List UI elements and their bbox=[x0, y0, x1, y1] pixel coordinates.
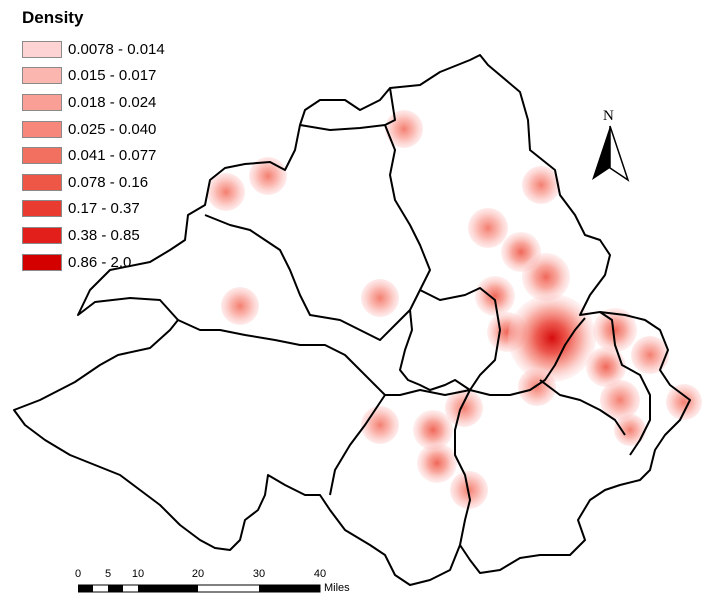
scale-tick-label: 40 bbox=[313, 568, 327, 580]
legend-item: 0.018 - 0.024 bbox=[22, 89, 165, 116]
county-line bbox=[399, 287, 501, 391]
legend-label: 0.078 - 0.16 bbox=[68, 173, 149, 191]
hotspot bbox=[522, 253, 570, 301]
county-line bbox=[599, 311, 651, 456]
hotspot bbox=[600, 380, 640, 420]
legend-item: 0.17 - 0.37 bbox=[22, 196, 165, 223]
legend-label: 0.041 - 0.077 bbox=[68, 147, 157, 165]
hotspot bbox=[614, 414, 646, 446]
legend-label: 0.018 - 0.024 bbox=[68, 93, 157, 111]
legend-swatch bbox=[22, 40, 62, 58]
legend-label: 0.025 - 0.040 bbox=[68, 120, 157, 138]
north-arrow: N bbox=[590, 108, 634, 184]
hotspot bbox=[468, 208, 508, 248]
legend-swatch bbox=[22, 67, 62, 85]
legend-item: 0.078 - 0.16 bbox=[22, 169, 165, 196]
hotspot bbox=[207, 173, 245, 211]
hotspot bbox=[586, 347, 626, 387]
legend-swatch bbox=[22, 173, 62, 191]
legend-item: 0.041 - 0.077 bbox=[22, 142, 165, 169]
legend-label: 0.0078 - 0.014 bbox=[68, 40, 165, 58]
scale-tick-label: 10 bbox=[131, 568, 145, 580]
legend-swatch bbox=[22, 200, 62, 218]
scale-tick-label: 30 bbox=[252, 568, 266, 580]
scale-units: Miles bbox=[324, 582, 350, 594]
legend: Density 0.0078 - 0.014 0.015 - 0.017 0.018… bbox=[22, 8, 165, 275]
hotspot bbox=[413, 410, 453, 450]
legend-swatch bbox=[22, 253, 62, 271]
county-line bbox=[385, 317, 586, 396]
county-line bbox=[177, 319, 386, 496]
scale-tick-label: 5 bbox=[104, 568, 112, 580]
legend-title: Density bbox=[22, 8, 84, 27]
legend-label: 0.17 - 0.37 bbox=[68, 200, 140, 218]
legend-item: 0.38 - 0.85 bbox=[22, 222, 165, 249]
hotspot bbox=[475, 276, 515, 316]
hotspot bbox=[385, 110, 423, 148]
scale-tick-label: 20 bbox=[191, 568, 205, 580]
outer-boundary bbox=[13, 54, 691, 586]
hotspot bbox=[522, 166, 560, 204]
density-hotspots bbox=[207, 110, 702, 509]
hotspot bbox=[593, 308, 637, 352]
hotspot bbox=[508, 294, 596, 382]
hotspot bbox=[221, 287, 259, 325]
hotspot bbox=[666, 384, 702, 420]
north-label: N bbox=[603, 108, 614, 124]
legend-swatch bbox=[22, 147, 62, 165]
scale-bar: 0 5 10 20 30 40 Miles bbox=[74, 568, 350, 594]
legend-item: 0.015 - 0.017 bbox=[22, 63, 165, 90]
hotspot bbox=[417, 443, 457, 483]
scale-bar-graphic bbox=[78, 584, 321, 593]
scale-tick-label: 0 bbox=[74, 568, 82, 580]
county-boundaries bbox=[13, 54, 691, 586]
legend-label: 0.86 - 2.0 bbox=[68, 253, 132, 271]
legend-classes: 0.0078 - 0.014 0.015 - 0.017 0.018 - 0.024… bbox=[22, 36, 165, 275]
north-arrow-icon bbox=[592, 125, 630, 182]
county-line bbox=[204, 124, 431, 341]
legend-label: 0.015 - 0.017 bbox=[68, 67, 157, 85]
hotspot bbox=[361, 406, 399, 444]
legend-item: 0.0078 - 0.014 bbox=[22, 36, 165, 63]
legend-label: 0.38 - 0.85 bbox=[68, 226, 140, 244]
county-line bbox=[384, 87, 396, 126]
legend-swatch bbox=[22, 93, 62, 111]
hotspot bbox=[361, 279, 399, 317]
legend-item: 0.025 - 0.040 bbox=[22, 116, 165, 143]
county-line bbox=[539, 379, 626, 436]
hotspot bbox=[445, 389, 483, 427]
hotspot bbox=[631, 336, 669, 374]
legend-swatch bbox=[22, 120, 62, 138]
legend-item: 0.86 - 2.0 bbox=[22, 249, 165, 276]
county-line bbox=[454, 389, 471, 546]
legend-swatch bbox=[22, 226, 62, 244]
